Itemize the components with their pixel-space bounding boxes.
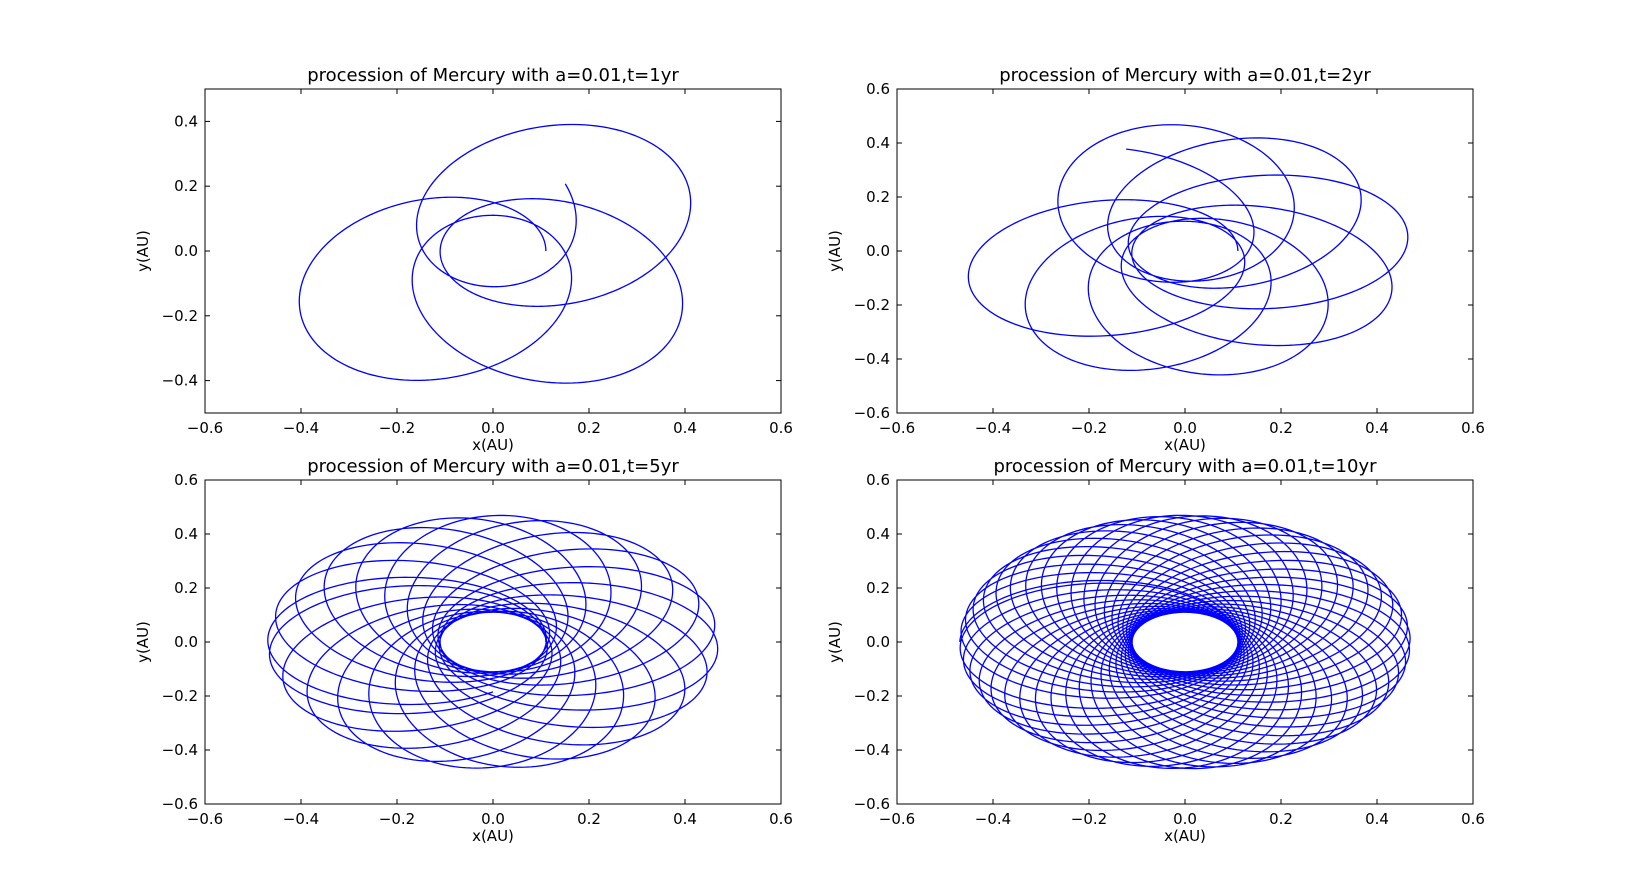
x-tick-label: −0.4 [975,810,1011,828]
y-axis-label: y(AU) [826,230,844,272]
y-tick-label: −0.6 [162,795,198,813]
x-tick-label: −0.4 [283,419,319,437]
y-tick-label: 0.0 [174,242,198,260]
y-tick-label: −0.2 [854,687,890,705]
y-tick-label: 0.6 [866,80,890,98]
y-tick-label: 0.0 [866,633,890,651]
y-tick-label: 0.0 [174,633,198,651]
x-tick-label: −0.2 [1071,419,1107,437]
orbit-line [267,514,719,769]
y-tick-label: 0.6 [866,471,890,489]
y-tick-label: −0.2 [162,307,198,325]
x-tick-label: 0.0 [481,419,505,437]
subplot-2: −0.6 −0.4 −0.2 0.0 0.2 0.4 0.6 −0.6 −0.4 −0.2 0.0 0… [826,65,1485,454]
x-axis-label: x(AU) [472,827,514,845]
x-axis-label: x(AU) [472,436,514,454]
subplot-3: −0.6 −0.4 −0.2 0.0 0.2 0.4 0.6 −0.6 −0.4 −0.2 0.0 0… [134,456,793,845]
x-tick-label: 0.6 [1461,810,1485,828]
y-tick-label: −0.6 [854,404,890,422]
y-tick-label: 0.4 [866,525,890,543]
y-tick-label: −0.6 [854,795,890,813]
y-tick-label: −0.4 [854,350,890,368]
x-tick-label: −0.2 [379,419,415,437]
x-tick-label: −0.6 [879,810,915,828]
y-tick-label: 0.4 [866,134,890,152]
x-tick-label: 0.2 [577,810,601,828]
x-tick-label: −0.4 [975,419,1011,437]
y-tick-label: −0.4 [162,372,198,390]
y-tick-label: −0.4 [162,741,198,759]
orbit-line [298,123,692,384]
x-tick-label: 0.4 [1365,810,1389,828]
x-tick-label: 0.6 [1461,419,1485,437]
y-axis-label: y(AU) [134,230,152,272]
x-tick-label: −0.6 [879,419,915,437]
y-tick-label: 0.2 [174,177,198,195]
x-tick-label: 0.6 [769,419,793,437]
y-axis-label: y(AU) [134,621,152,663]
x-tick-label: 0.4 [673,419,697,437]
subplot-1: −0.6 −0.4 −0.2 0.0 0.2 0.4 0.6 −0.4 −0.2 0.0 0.2 0.… [134,65,793,454]
x-tick-label: 0.2 [1269,810,1293,828]
x-tick-label: −0.4 [283,810,319,828]
x-tick-label: 0.6 [769,810,793,828]
x-axis-label: x(AU) [1164,436,1206,454]
y-tick-label: 0.0 [866,242,890,260]
x-tick-label: 0.0 [1173,419,1197,437]
x-tick-label: 0.0 [1173,810,1197,828]
x-axis-label: x(AU) [1164,827,1206,845]
y-tick-label: −0.4 [854,741,890,759]
x-tick-label: −0.6 [187,810,223,828]
chart-title: procession of Mercury with a=0.01,t=5yr [307,456,679,477]
y-tick-label: 0.2 [866,579,890,597]
x-tick-label: 0.0 [481,810,505,828]
y-tick-label: 0.2 [174,579,198,597]
x-tick-label: 0.4 [673,810,697,828]
x-tick-label: −0.2 [1071,810,1107,828]
chart-title: procession of Mercury with a=0.01,t=1yr [307,65,679,86]
subplot-4: −0.6 −0.4 −0.2 0.0 0.2 0.4 0.6 −0.6 −0.4 −0.2 0.0 0… [826,456,1485,845]
y-axis-label: y(AU) [826,621,844,663]
y-tick-label: 0.4 [174,525,198,543]
chart-title: procession of Mercury with a=0.01,t=10yr [994,456,1378,477]
chart-title: procession of Mercury with a=0.01,t=2yr [999,65,1371,86]
x-tick-label: −0.2 [379,810,415,828]
y-tick-label: 0.4 [174,112,198,130]
x-tick-label: 0.4 [1365,419,1389,437]
x-tick-label: 0.2 [577,419,601,437]
orbit-line [959,514,1411,770]
y-tick-label: −0.2 [854,296,890,314]
x-tick-label: 0.2 [1269,419,1293,437]
orbit-line [967,124,1409,376]
y-tick-label: 0.2 [866,188,890,206]
y-tick-label: 0.6 [174,471,198,489]
y-tick-label: −0.2 [162,687,198,705]
x-tick-label: −0.6 [187,419,223,437]
